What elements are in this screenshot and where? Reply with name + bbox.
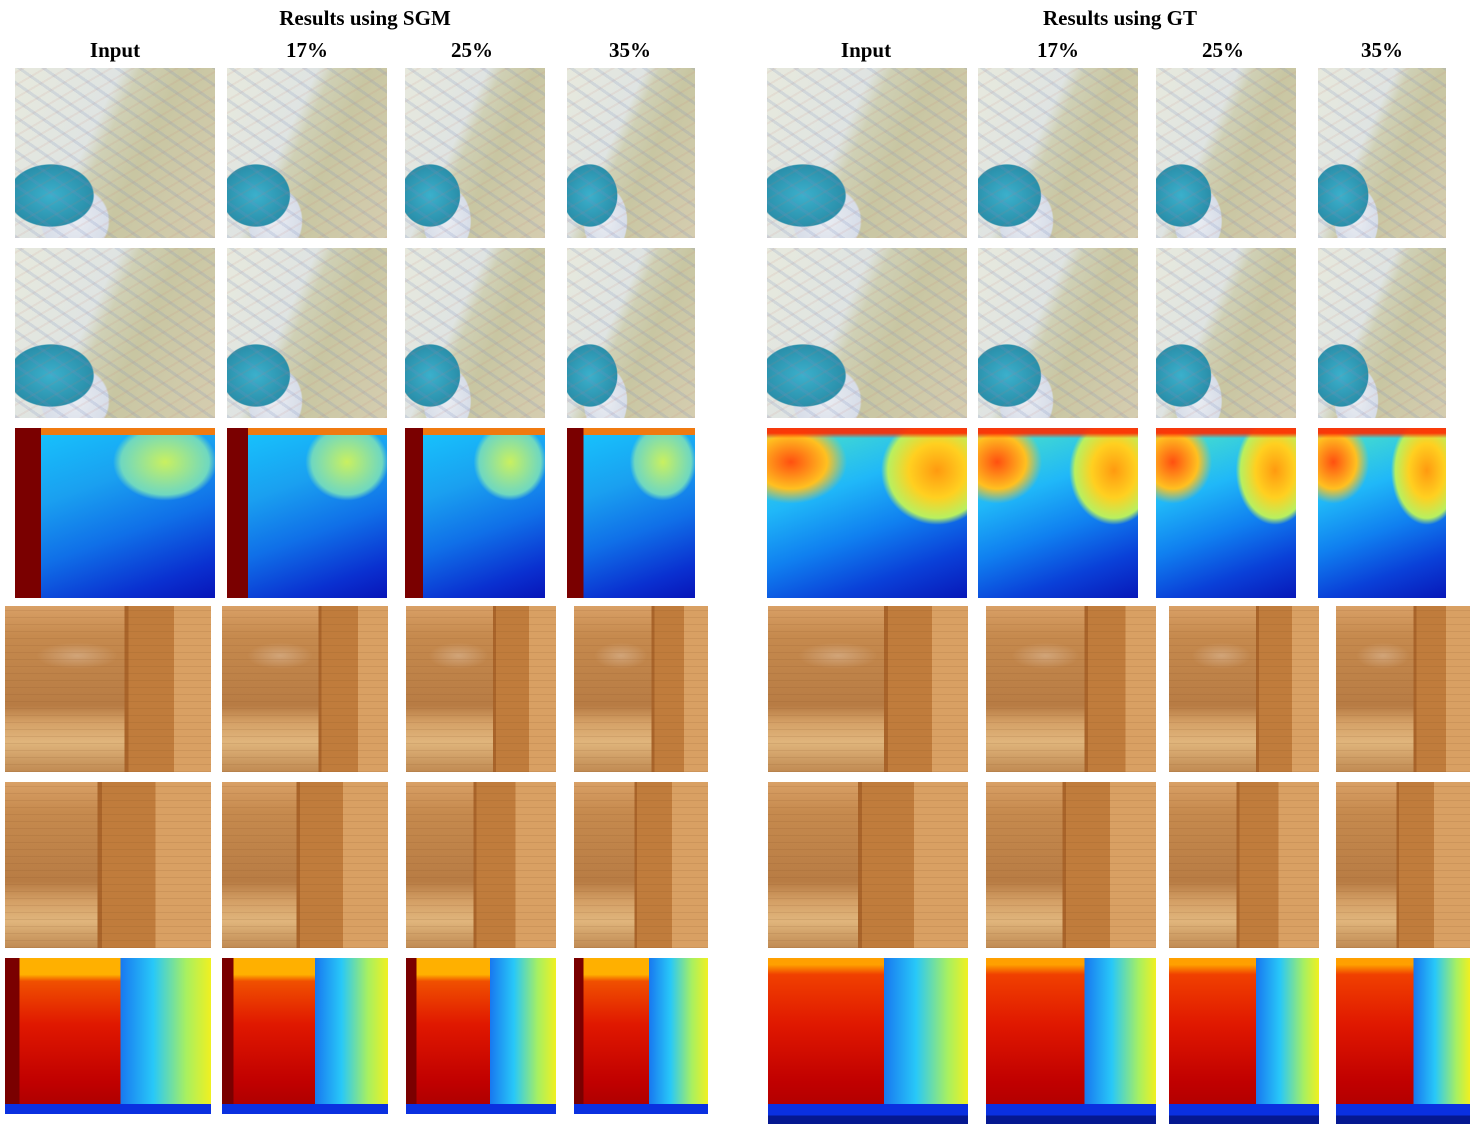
shelf-disparity-17 xyxy=(222,958,388,1124)
bedsheet-right-view-input-gt xyxy=(767,248,967,418)
shelf-right-view-input-gt xyxy=(768,782,968,948)
bedsheet-disparity-17 xyxy=(227,428,387,598)
bedsheet-left-view-17-gt xyxy=(978,68,1138,238)
shelf-right-view-17-gt xyxy=(986,782,1156,948)
bedsheet-right-view-25 xyxy=(405,248,545,418)
shelf-left-view-17-gt xyxy=(986,606,1156,772)
shelf-right-view-17 xyxy=(222,782,388,948)
bedsheet-right-view-17 xyxy=(227,248,387,418)
col-header-input: Input xyxy=(840,38,892,62)
bedsheet-left-view-35-gt xyxy=(1318,68,1446,238)
shelf-left-view-35 xyxy=(574,606,708,772)
shelf-right-view-35-gt xyxy=(1336,782,1470,948)
bedsheet-disparity-35 xyxy=(567,428,695,598)
shelf-left-view-25-gt xyxy=(1169,606,1319,772)
bedsheet-disparity-25 xyxy=(405,428,545,598)
shelf-left-view-input xyxy=(5,606,211,772)
col-header-25: 25% xyxy=(1202,38,1244,62)
bedsheet-disparity-25-gt xyxy=(1156,428,1296,598)
bedsheet-left-view-input-gt xyxy=(767,68,967,238)
group-title-gt: Results using GT xyxy=(1042,6,1198,30)
col-header-35: 35% xyxy=(1361,38,1403,62)
bedsheet-left-view-17 xyxy=(227,68,387,238)
shelf-right-view-25-gt xyxy=(1169,782,1319,948)
shelf-disparity-25-gt xyxy=(1169,958,1319,1124)
bedsheet-disparity-17-gt xyxy=(978,428,1138,598)
shelf-left-view-17 xyxy=(222,606,388,772)
col-header-25: 25% xyxy=(451,38,493,62)
bedsheet-disparity-input-gt xyxy=(767,428,967,598)
bedsheet-left-view-35 xyxy=(567,68,695,238)
bedsheet-right-view-35-gt xyxy=(1318,248,1446,418)
bedsheet-disparity-35-gt xyxy=(1318,428,1446,598)
shelf-left-view-input-gt xyxy=(768,606,968,772)
shelf-right-view-input xyxy=(5,782,211,948)
bedsheet-right-view-25-gt xyxy=(1156,248,1296,418)
col-header-input: Input xyxy=(89,38,141,62)
shelf-right-view-35 xyxy=(574,782,708,948)
bedsheet-disparity-input xyxy=(15,428,215,598)
bedsheet-left-view-25-gt xyxy=(1156,68,1296,238)
bedsheet-right-view-35 xyxy=(567,248,695,418)
shelf-right-view-25 xyxy=(406,782,556,948)
bedsheet-right-view-17-gt xyxy=(978,248,1138,418)
shelf-disparity-25 xyxy=(406,958,556,1124)
col-header-17: 17% xyxy=(1037,38,1079,62)
shelf-disparity-35-gt xyxy=(1336,958,1470,1124)
bedsheet-left-view-25 xyxy=(405,68,545,238)
col-header-35: 35% xyxy=(609,38,651,62)
shelf-disparity-17-gt xyxy=(986,958,1156,1124)
bedsheet-left-view-input xyxy=(15,68,215,238)
shelf-disparity-35 xyxy=(574,958,708,1124)
bedsheet-right-view-input xyxy=(15,248,215,418)
shelf-disparity-input xyxy=(5,958,211,1124)
shelf-disparity-input-gt xyxy=(768,958,968,1124)
col-header-17: 17% xyxy=(286,38,328,62)
group-title-sgm: Results using SGM xyxy=(279,6,451,30)
shelf-left-view-25 xyxy=(406,606,556,772)
shelf-left-view-35-gt xyxy=(1336,606,1470,772)
